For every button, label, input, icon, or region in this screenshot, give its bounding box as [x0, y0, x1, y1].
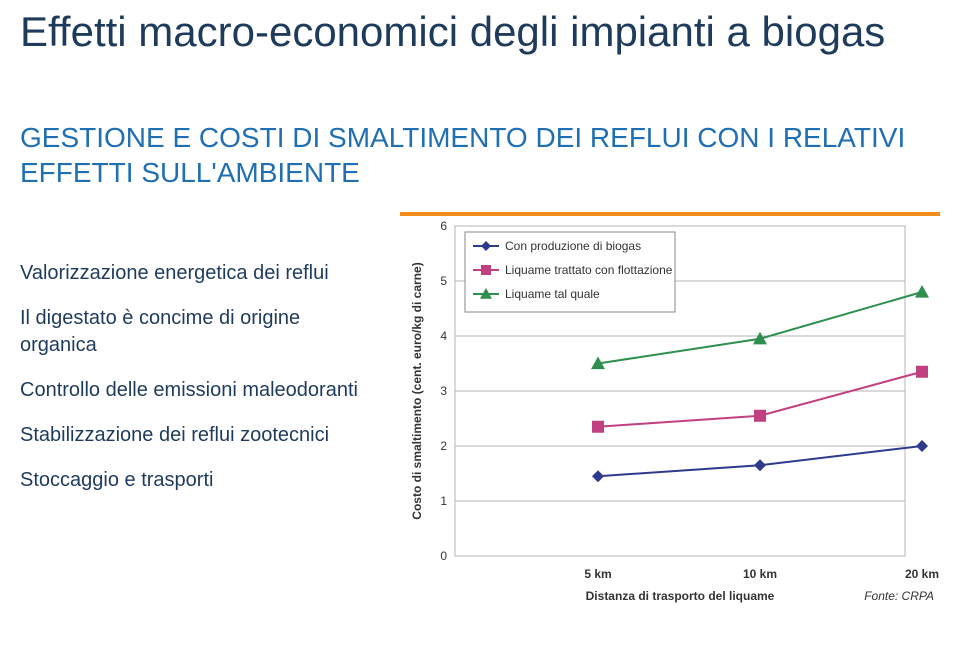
bullet-list: Valorizzazione energetica dei reflui Il …	[20, 260, 380, 512]
svg-text:3: 3	[440, 384, 447, 398]
svg-text:Distanza di trasporto del liqu: Distanza di trasporto del liquame	[586, 589, 775, 603]
svg-text:Fonte: CRPA: Fonte: CRPA	[864, 589, 934, 603]
svg-text:Liquame trattato con flottazio: Liquame trattato con flottazione	[505, 263, 673, 277]
bullet-4: Stabilizzazione dei reflui zootecnici	[20, 422, 380, 449]
svg-text:5: 5	[440, 274, 447, 288]
cost-chart: 0 1 2 3 4 5 6 5 km 10 km 20 km Distanza di traspor…	[400, 212, 940, 642]
svg-text:Con produzione di biogas: Con produzione di biogas	[505, 239, 641, 253]
svg-text:5 km: 5 km	[584, 567, 611, 581]
svg-text:10 km: 10 km	[743, 567, 777, 581]
svg-text:1: 1	[440, 494, 447, 508]
svg-text:Liquame tal quale: Liquame tal quale	[505, 287, 600, 301]
bullet-5: Stoccaggio e trasporti	[20, 467, 380, 494]
svg-text:4: 4	[440, 329, 447, 343]
bullet-3: Controllo delle emissioni maleodoranti	[20, 377, 380, 404]
svg-text:20 km: 20 km	[905, 567, 939, 581]
svg-text:0: 0	[440, 549, 447, 563]
bullet-1: Valorizzazione energetica dei reflui	[20, 260, 380, 287]
subtitle: GESTIONE E COSTI DI SMALTIMENTO DEI REFL…	[20, 120, 920, 190]
svg-text:Costo di smaltimento (cent. eu: Costo di smaltimento (cent. euro/kg di c…	[410, 262, 424, 519]
page-title: Effetti macro-economici degli impianti a…	[20, 8, 920, 55]
bullet-2: Il digestato è concime di origine organi…	[20, 305, 380, 359]
svg-text:2: 2	[440, 439, 447, 453]
svg-text:6: 6	[440, 219, 447, 233]
